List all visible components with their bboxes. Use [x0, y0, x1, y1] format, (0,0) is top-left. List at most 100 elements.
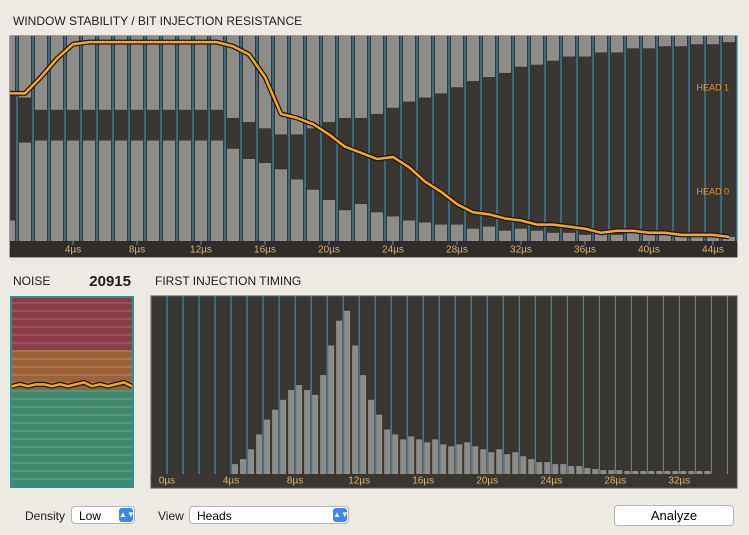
x-tick-label: 44µs — [702, 245, 724, 256]
lower-bar — [467, 228, 479, 241]
lower-bar — [387, 216, 399, 241]
lower-bar — [435, 224, 447, 241]
upper-bar — [707, 36, 719, 45]
histogram-bar — [368, 399, 375, 474]
histogram-bar — [304, 389, 311, 474]
upper-bar — [307, 36, 319, 129]
x-tick-label: 32µs — [668, 476, 690, 487]
histogram-bar — [328, 345, 335, 474]
upper-bar — [355, 36, 367, 118]
histogram-bar — [536, 462, 543, 474]
lower-bar — [99, 140, 111, 241]
upper-bar — [579, 36, 591, 57]
lower-bar — [515, 228, 527, 241]
histogram-bar — [696, 471, 703, 474]
analyze-button[interactable]: Analyze — [614, 505, 734, 526]
upper-bar — [195, 36, 207, 110]
view-select[interactable]: Heads ▲▼ — [189, 506, 349, 524]
lower-bar — [83, 140, 95, 241]
histogram-bar — [424, 442, 431, 474]
histogram-bar — [352, 345, 359, 474]
tick-strip — [10, 241, 737, 257]
histogram-bar — [608, 470, 615, 474]
histogram-bar — [504, 454, 511, 474]
histogram-bar — [408, 436, 415, 474]
upper-bar — [403, 36, 415, 102]
upper-bar — [659, 36, 671, 47]
lower-bar — [275, 169, 287, 241]
lower-bar — [179, 140, 191, 241]
upper-bar — [67, 36, 79, 110]
lower-bar — [547, 232, 559, 241]
lower-bar — [195, 140, 207, 241]
noise-line — [11, 381, 133, 388]
lower-bar — [419, 222, 431, 241]
lower-bar — [595, 232, 607, 241]
lower-bar — [131, 140, 143, 241]
lower-bar — [563, 232, 575, 241]
upper-bar — [547, 36, 559, 61]
lower-bar — [643, 232, 655, 241]
noise-plot — [11, 379, 134, 389]
histogram-bar — [392, 434, 399, 474]
histogram-bar — [576, 466, 583, 474]
upper-bar — [51, 36, 63, 110]
upper-bar — [483, 36, 495, 77]
upper-bar — [611, 36, 623, 53]
lower-bar — [531, 230, 543, 241]
histogram-bar — [496, 449, 503, 474]
histogram-bar — [288, 389, 295, 474]
upper-bar — [675, 36, 687, 47]
select-arrow: ▲▼ — [333, 508, 349, 522]
histogram-bar — [240, 459, 247, 474]
histogram-bar — [704, 471, 711, 474]
x-tick-label: 36µs — [574, 245, 596, 256]
histogram-bar — [432, 439, 439, 474]
upper-bar — [115, 36, 127, 110]
lower-bar — [19, 142, 31, 241]
view-label: View — [158, 509, 184, 523]
view-value: Heads — [197, 509, 232, 523]
histogram-bar — [272, 409, 279, 474]
histogram-bar — [584, 468, 591, 474]
histogram-bar — [488, 452, 495, 474]
upper-bar — [339, 36, 351, 118]
histogram-bar — [552, 464, 559, 474]
lower-bar — [707, 236, 719, 241]
lower-bar — [163, 140, 175, 241]
histogram-bar — [256, 434, 263, 474]
x-tick-label: 28µs — [604, 476, 626, 487]
x-tick-label: 24µs — [540, 476, 562, 487]
upper-bar — [499, 36, 511, 73]
lower-bar — [51, 140, 63, 241]
x-tick-label: 16µs — [412, 476, 434, 487]
upper-bar — [83, 36, 95, 110]
lower-bar — [147, 140, 159, 241]
upper-bar — [515, 36, 527, 67]
lower-bar — [10, 220, 15, 241]
histogram-bar — [664, 471, 671, 474]
x-tick-label: 28µs — [446, 245, 468, 256]
x-tick-label: 12µs — [348, 476, 370, 487]
annotation: HEAD 0 — [696, 186, 729, 196]
histogram-bar — [688, 471, 695, 474]
upper-bar — [99, 36, 111, 110]
stability-title: WINDOW STABILITY / BIT INJECTION RESISTA… — [13, 14, 302, 28]
upper-bar — [243, 36, 255, 123]
upper-bar — [19, 36, 31, 98]
histogram-bar — [280, 399, 287, 474]
histogram-bar — [560, 464, 567, 474]
x-tick-label: 4µs — [223, 476, 239, 487]
histogram-bar — [648, 471, 655, 474]
histogram-bar — [624, 471, 631, 474]
x-tick-label: 8µs — [129, 245, 145, 256]
lower-bar — [451, 224, 463, 241]
lower-bar — [611, 234, 623, 241]
density-select[interactable]: Low ▲▼ — [71, 506, 135, 524]
upper-bar — [211, 36, 223, 110]
histogram-bar — [472, 446, 479, 474]
x-tick-label: 32µs — [510, 245, 532, 256]
upper-bar — [451, 36, 463, 88]
